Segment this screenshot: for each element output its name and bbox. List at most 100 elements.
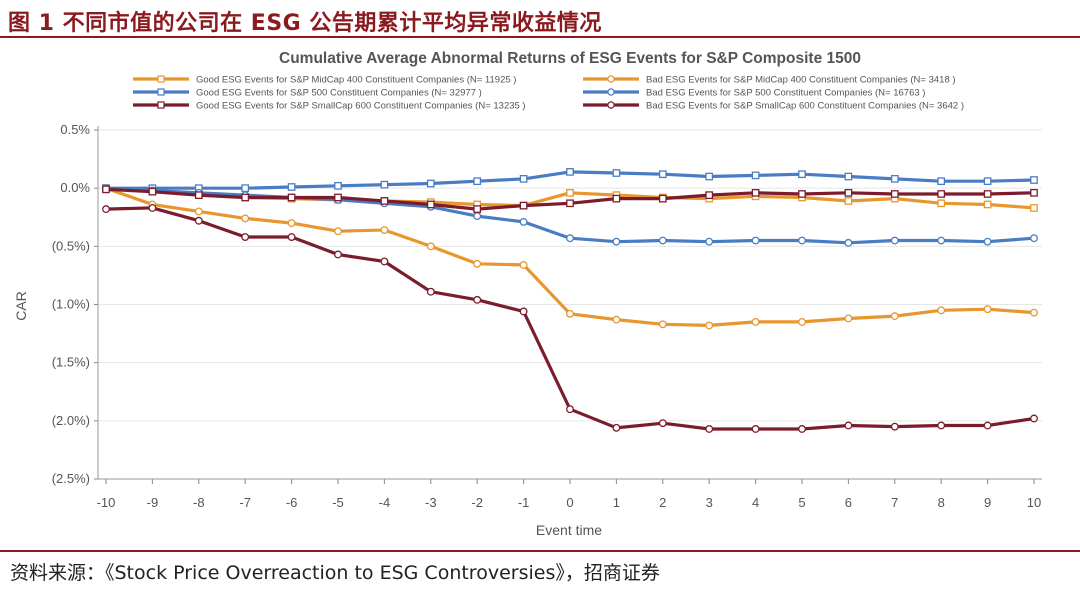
series-group (102, 168, 1038, 433)
data-point-circle (102, 205, 110, 214)
data-point-square (751, 188, 760, 197)
x-tick-label: 5 (798, 495, 805, 510)
data-point-circle (1030, 414, 1038, 423)
data-point-circle (844, 421, 853, 430)
data-point-square (1030, 204, 1038, 212)
data-point-square (519, 175, 528, 183)
data-point-circle (751, 318, 760, 326)
y-tick-label: (1.5%) (52, 355, 90, 370)
legend-marker-square (157, 101, 165, 109)
data-point-circle (798, 425, 806, 433)
data-point-square (705, 191, 714, 199)
x-tick-label: -5 (332, 495, 344, 510)
data-point-circle (380, 257, 389, 266)
x-tick-label: -7 (239, 495, 251, 510)
data-point-circle (566, 234, 574, 243)
x-tick-label: 10 (1027, 495, 1041, 510)
x-tick-label: -8 (193, 495, 205, 510)
data-point-circle (287, 219, 296, 228)
chart-legend: Good ESG Events for S&P MidCap 400 Const… (133, 75, 964, 112)
data-point-circle (566, 309, 574, 318)
data-point-circle (658, 419, 667, 428)
legend-marker-square (157, 88, 165, 96)
data-point-circle (426, 242, 435, 251)
data-point-circle (658, 236, 667, 245)
data-point-circle (612, 423, 621, 432)
legend-entry-label: Good ESG Events for S&P MidCap 400 Const… (196, 75, 516, 86)
data-point-square (148, 187, 157, 196)
data-point-circle (148, 203, 157, 212)
data-point-circle (473, 259, 482, 268)
legend-entry-label: Bad ESG Events for S&P 500 Constituent C… (646, 88, 925, 99)
y-tick-label: 0.0% (60, 180, 90, 195)
data-point-circle (1030, 234, 1038, 243)
data-point-square (1030, 188, 1038, 197)
data-point-circle (798, 236, 806, 245)
data-point-square (241, 184, 250, 193)
data-point-circle (705, 425, 714, 433)
data-point-square (658, 170, 667, 179)
data-point-circle (751, 425, 760, 433)
legend-marker-circle (607, 88, 615, 96)
data-point-square (194, 191, 203, 199)
x-tick-label: -6 (286, 495, 298, 510)
data-point-square (426, 179, 435, 188)
y-tick-label: (2.0%) (52, 413, 90, 428)
data-point-circle (426, 287, 435, 296)
x-tick-label: 9 (984, 495, 991, 510)
y-tick-label: (1.0%) (52, 297, 90, 312)
y-tick-label: (2.5%) (52, 471, 90, 486)
data-point-square (334, 193, 342, 202)
data-point-square (287, 183, 296, 191)
data-point-square (844, 172, 853, 181)
x-tick-label: 7 (891, 495, 898, 510)
data-point-square (1030, 176, 1038, 184)
data-point-circle (705, 321, 714, 330)
x-tick-label: 3 (706, 495, 713, 510)
axes (97, 126, 1042, 480)
data-point-circle (334, 227, 342, 236)
data-point-square (473, 177, 482, 186)
legend-entry-label: Good ESG Events for S&P SmallCap 600 Con… (196, 101, 526, 112)
data-point-circle (473, 295, 482, 304)
data-point-circle (705, 237, 714, 246)
data-point-circle (751, 236, 760, 245)
data-point-square (566, 168, 574, 176)
data-point-square (658, 194, 667, 203)
data-point-circle (658, 320, 667, 329)
data-point-square (612, 169, 621, 177)
car-line-chart: Cumulative Average Abnormal Returns of E… (13, 50, 1042, 538)
x-tick-label: -1 (518, 495, 530, 510)
data-point-square (983, 200, 992, 209)
data-point-circle (983, 421, 992, 430)
legend-entry-label: Good ESG Events for S&P 500 Constituent … (196, 88, 482, 99)
data-point-circle (519, 260, 528, 269)
data-point-circle (844, 238, 853, 247)
data-point-circle (241, 214, 250, 223)
data-point-circle (612, 315, 621, 324)
legend-entry-label: Bad ESG Events for S&P SmallCap 600 Cons… (646, 101, 964, 112)
data-point-square (334, 181, 342, 190)
x-axis-ticks: -10 -9 -8 -7 -6 -5 -4 -3 -2 -1 0 1 2 3 4 5 6 7 8 9 10 (97, 479, 1041, 510)
data-point-circle (890, 422, 899, 431)
bottom-rule (0, 550, 1080, 552)
legend-marker-circle (607, 75, 615, 83)
chart-title: Cumulative Average Abnormal Returns of E… (279, 50, 861, 67)
data-point-square (705, 172, 714, 181)
x-tick-label: 6 (845, 495, 852, 510)
data-point-square (287, 193, 296, 202)
x-tick-label: 4 (752, 495, 759, 510)
x-tick-label: -2 (471, 495, 483, 510)
data-point-circle (566, 405, 574, 414)
figure-header: 图 1 不同市值的公司在 ESG 公告期累计平均异常收益情况 (0, 0, 1080, 38)
data-point-circle (380, 226, 389, 234)
data-point-square (983, 177, 992, 186)
y-tick-label: (0.5%) (52, 238, 90, 253)
figure-title: 图 1 不同市值的公司在 ESG 公告期累计平均异常收益情况 (8, 11, 602, 36)
data-point-circle (983, 305, 992, 314)
data-point-circle (937, 236, 946, 245)
data-point-circle (473, 212, 482, 221)
y-tick-label: 0.5% (60, 122, 90, 137)
data-point-square (612, 194, 621, 203)
data-point-circle (937, 306, 946, 315)
